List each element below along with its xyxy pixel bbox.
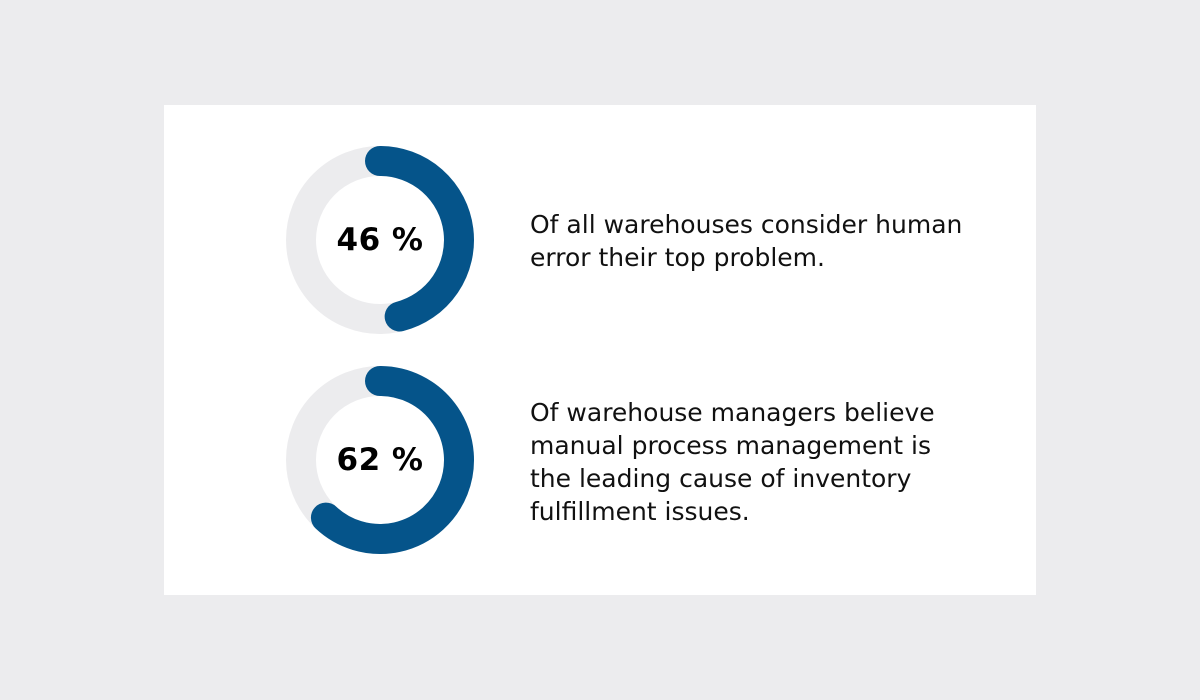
stat-row: 46 % Of all warehouses consider human er… [164, 140, 1036, 340]
donut-svg [286, 146, 474, 334]
donut-svg [286, 366, 474, 554]
stat-caption: Of all warehouses consider human error t… [530, 210, 963, 272]
donut-value-arc [310, 366, 474, 554]
stat-row: 62 % Of warehouse managers believe manua… [164, 360, 1036, 560]
donut-chart: 62 % [280, 360, 480, 560]
stats-card: 46 % Of all warehouses consider human er… [164, 105, 1036, 595]
donut-chart: 46 % [280, 140, 480, 340]
stat-caption: Of warehouse managers believe manual pro… [530, 398, 935, 526]
donut-value-arc [365, 146, 474, 332]
donut-percentage-label: 46 % [336, 222, 424, 258]
donut-percentage-label: 62 % [336, 442, 424, 478]
